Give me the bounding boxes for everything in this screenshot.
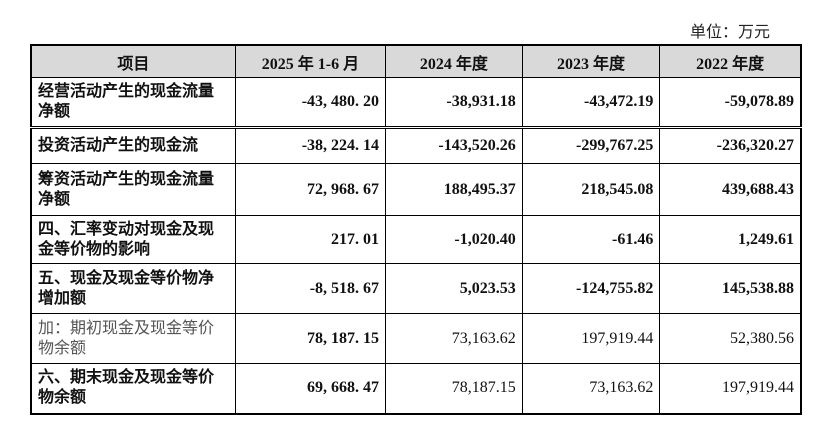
header-cell: 2023 年度 bbox=[521, 44, 661, 78]
row-label: 筹资活动产生的现金流量净额 bbox=[30, 163, 236, 216]
value-cell: 73,163.62 bbox=[521, 363, 661, 414]
value-cell: -43, 480. 20 bbox=[234, 77, 387, 128]
value-cell: 145,538.88 bbox=[659, 263, 802, 314]
table-row: 四、汇率变动对现金及现金等价物的影响 217. 01 -1,020.40 -61.46… bbox=[30, 215, 802, 264]
value-cell: 52,380.56 bbox=[659, 313, 802, 364]
header-cell: 2022 年度 bbox=[659, 44, 802, 78]
value-cell: 5,023.53 bbox=[385, 263, 523, 314]
row-label: 加：期初现金及现金等价物余额 bbox=[30, 313, 236, 364]
header-cell: 2024 年度 bbox=[385, 44, 523, 78]
value-cell: 218,545.08 bbox=[521, 163, 661, 216]
cash-flow-table: 项目 2025 年 1-6 月 2024 年度 2023 年度 2022 年度 经营活动… bbox=[30, 44, 802, 415]
value-cell: 217. 01 bbox=[234, 215, 387, 264]
row-label: 五、现金及现金等价物净增加额 bbox=[30, 263, 236, 314]
value-cell: -38,931.18 bbox=[385, 77, 523, 128]
value-cell: 73,163.62 bbox=[385, 313, 523, 364]
row-label: 六、期末现金及现金等价物余额 bbox=[30, 363, 236, 414]
value-cell: -38, 224. 14 bbox=[234, 126, 387, 164]
value-cell: -1,020.40 bbox=[385, 215, 523, 264]
value-cell: -236,320.27 bbox=[659, 126, 802, 164]
value-cell: 439,688.43 bbox=[659, 163, 802, 216]
header-cell: 2025 年 1-6 月 bbox=[234, 44, 387, 78]
table-row: 筹资活动产生的现金流量净额 72, 968. 67 188,495.37 218,54… bbox=[30, 163, 802, 216]
row-label: 四、汇率变动对现金及现金等价物的影响 bbox=[30, 215, 236, 264]
table-row: 六、期末现金及现金等价物余额 69, 668. 47 78,187.15 73,163… bbox=[30, 363, 802, 414]
value-cell: 78, 187. 15 bbox=[234, 313, 387, 364]
table-row: 加：期初现金及现金等价物余额 78, 187. 15 73,163.62 197,91… bbox=[30, 313, 802, 364]
value-cell: -299,767.25 bbox=[521, 126, 661, 164]
unit-label: 单位：万元 bbox=[690, 24, 771, 41]
value-cell: -43,472.19 bbox=[521, 77, 661, 128]
value-cell: -59,078.89 bbox=[659, 77, 802, 128]
value-cell: 197,919.44 bbox=[521, 313, 661, 364]
header-cell: 项目 bbox=[30, 44, 236, 78]
value-cell: 72, 968. 67 bbox=[234, 163, 387, 216]
table-row: 五、现金及现金等价物净增加额 -8, 518. 67 5,023.53 -124,75… bbox=[30, 263, 802, 314]
value-cell: 69, 668. 47 bbox=[234, 363, 387, 414]
table-body: 经营活动产生的现金流量净额 -43, 480. 20 -38,931.18 -43,4… bbox=[30, 77, 802, 414]
value-cell: -124,755.82 bbox=[521, 263, 661, 314]
header-row: 项目 2025 年 1-6 月 2024 年度 2023 年度 2022 年度 bbox=[30, 44, 802, 78]
value-cell: -8, 518. 67 bbox=[234, 263, 387, 314]
value-cell: 78,187.15 bbox=[385, 363, 523, 414]
value-cell: -143,520.26 bbox=[385, 126, 523, 164]
value-cell: 197,919.44 bbox=[659, 363, 802, 414]
row-label: 经营活动产生的现金流量净额 bbox=[30, 77, 236, 128]
row-label: 投资活动产生的现金流 bbox=[30, 126, 236, 164]
value-cell: 1,249.61 bbox=[659, 215, 802, 264]
value-cell: -61.46 bbox=[521, 215, 661, 264]
value-cell: 188,495.37 bbox=[385, 163, 523, 216]
table-row: 投资活动产生的现金流 -38, 224. 14 -143,520.26 -299,76… bbox=[30, 126, 802, 164]
table-row: 经营活动产生的现金流量净额 -43, 480. 20 -38,931.18 -43,4… bbox=[30, 77, 802, 128]
